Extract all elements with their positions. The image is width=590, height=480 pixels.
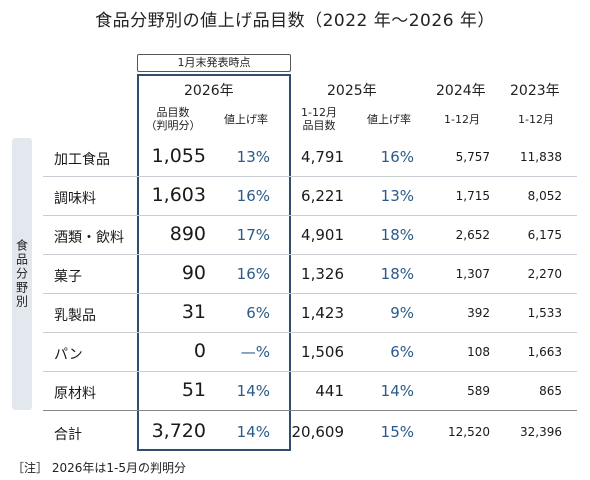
row-count-2024: 1,715	[455, 189, 490, 203]
row-count-2026: 51	[181, 379, 206, 401]
row-count-2026: 1,055	[151, 145, 206, 167]
total-category: 合計	[54, 427, 82, 443]
category-side-label: 食品分野別	[12, 138, 32, 410]
header-2025-rate: 値上げ率	[367, 113, 411, 126]
header-2026-count-line1: 品目数	[156, 106, 190, 119]
total-count-2025: 20,609	[291, 423, 345, 441]
header-2026-count: 品目数 （判明分）	[140, 106, 206, 132]
row-rate-2026: 16%	[236, 265, 270, 283]
row-rate-2025: 18%	[380, 265, 414, 283]
total-rate-2025: 15%	[380, 423, 414, 441]
row-rate-2025: 18%	[380, 226, 414, 244]
header-2025-count: 1-12月 品目数	[294, 106, 344, 132]
row-divider	[43, 176, 577, 177]
row-count-2025: 441	[315, 382, 344, 400]
row-count-2024: 392	[467, 306, 490, 320]
header-2024-sub: 1-12月	[444, 113, 480, 126]
row-count-2026: 0	[193, 340, 206, 362]
row-category: 加工食品	[54, 152, 110, 168]
header-2025-count-line1: 1-12月	[301, 106, 337, 119]
announcement-note-box: 1月末発表時点	[137, 54, 291, 72]
page-title: 食品分野別の値上げ品目数（2022 年～2026 年）	[95, 11, 495, 31]
row-rate-2025: 16%	[380, 148, 414, 166]
row-count-2024: 589	[467, 384, 490, 398]
category-side-label-text: 食品分野別	[14, 239, 29, 309]
row-rate-2025: 13%	[380, 187, 414, 205]
row-count-2023: 11,838	[520, 150, 562, 164]
total-count-2026: 3,720	[151, 420, 206, 442]
row-category: 原材料	[54, 386, 96, 402]
header-2024: 2024年	[436, 83, 486, 99]
row-category: 乳製品	[54, 308, 96, 324]
row-count-2024: 5,757	[455, 150, 490, 164]
row-category: 菓子	[54, 269, 82, 285]
header-2025: 2025年	[327, 83, 377, 99]
row-count-2023: 1,533	[527, 306, 562, 320]
header-2026-rate: 値上げ率	[224, 113, 268, 126]
row-count-2024: 108	[467, 345, 490, 359]
row-category: パン	[54, 347, 83, 363]
row-category: 調味料	[54, 191, 96, 207]
row-rate-2026: 14%	[236, 382, 270, 400]
header-2023: 2023年	[510, 83, 560, 99]
row-divider	[43, 332, 577, 333]
row-rate-2026: —%	[240, 343, 270, 361]
row-count-2025: 6,221	[301, 187, 344, 205]
row-rate-2026: 13%	[236, 148, 270, 166]
row-count-2026: 90	[181, 262, 206, 284]
header-2025-count-line2: 品目数	[302, 119, 336, 132]
row-divider	[43, 293, 577, 294]
footnote: ［注］ 2026年は1-5月の判明分	[12, 461, 186, 475]
row-rate-2025: 6%	[390, 343, 414, 361]
row-count-2026: 1,603	[151, 184, 206, 206]
row-count-2023: 2,270	[527, 267, 562, 281]
row-count-2023: 8,052	[527, 189, 562, 203]
row-rate-2026: 16%	[236, 187, 270, 205]
row-count-2024: 1,307	[455, 267, 490, 281]
row-count-2025: 4,791	[301, 148, 344, 166]
row-divider	[43, 215, 577, 216]
header-2023-sub: 1-12月	[518, 113, 554, 126]
row-count-2023: 865	[539, 384, 562, 398]
row-rate-2026: 6%	[246, 304, 270, 322]
row-divider	[43, 254, 577, 255]
total-count-2023: 32,396	[520, 425, 562, 439]
row-count-2025: 1,326	[301, 265, 344, 283]
row-count-2023: 6,175	[527, 228, 562, 242]
row-count-2025: 1,506	[301, 343, 344, 361]
header-2026: 2026年	[184, 83, 234, 99]
row-rate-2026: 17%	[236, 226, 270, 244]
row-count-2023: 1,663	[527, 345, 562, 359]
total-count-2024: 12,520	[448, 425, 490, 439]
header-2026-count-line2: （判明分）	[145, 119, 201, 132]
row-rate-2025: 9%	[390, 304, 414, 322]
row-category: 酒類・飲料	[54, 230, 124, 246]
row-divider	[43, 371, 577, 372]
total-divider	[43, 410, 577, 411]
row-rate-2025: 14%	[380, 382, 414, 400]
total-rate-2026: 14%	[236, 423, 270, 441]
row-count-2024: 2,652	[455, 228, 490, 242]
row-count-2026: 31	[181, 301, 206, 323]
row-count-2025: 1,423	[301, 304, 344, 322]
row-count-2026: 890	[169, 223, 206, 245]
row-count-2025: 4,901	[301, 226, 344, 244]
